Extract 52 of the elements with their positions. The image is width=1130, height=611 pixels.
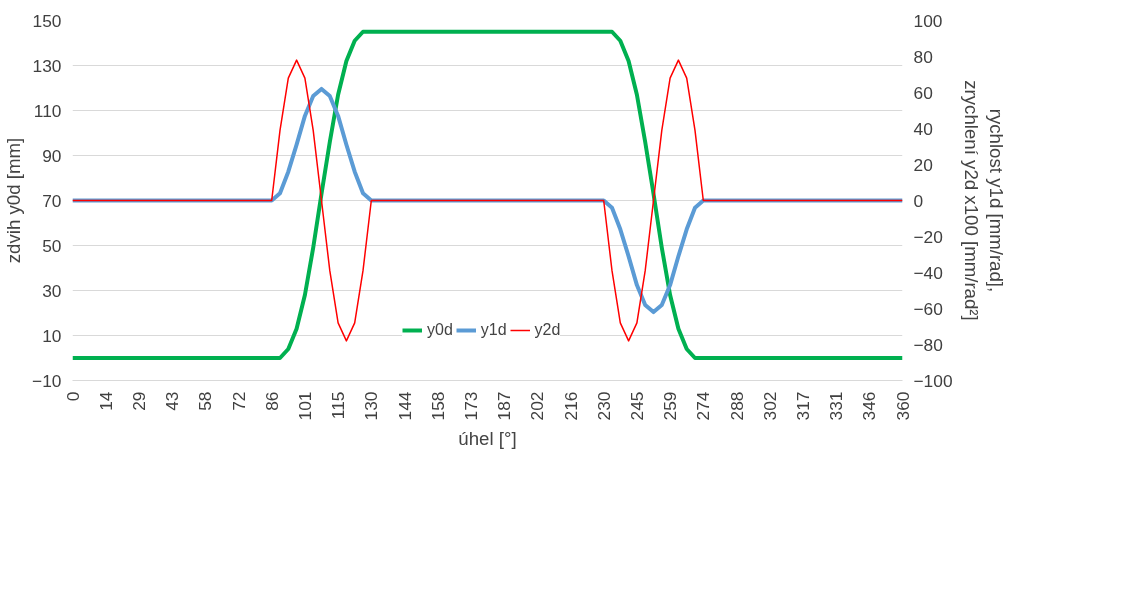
y2-tick-label: 40 [913,118,933,139]
x-tick-label: 288 [726,391,747,421]
legend-label: y2d [534,321,561,339]
y-tick-label: 150 [32,10,62,31]
y2-tick-label: −80 [913,334,943,355]
y-axis-title: zdvih y0d [mm] [3,137,25,264]
x-tick-label: 245 [626,391,647,421]
y-tick-label: 30 [42,280,62,301]
x-axis-title: úhel [°] [458,428,517,450]
y-tick-label: −10 [32,370,62,391]
x-tick-label: 216 [560,391,581,421]
x-tick-label: 274 [693,391,714,421]
y2-axis-title: rychlost y1d [mm/rad], zrychlení y2d x100 [mm/rad²] [960,80,1007,321]
x-tick-label: 130 [361,391,382,421]
x-tick-label: 72 [228,391,249,411]
x-tick-label: 346 [859,391,880,421]
y2-tick-label: −100 [913,370,953,391]
y-tick-label: 110 [33,100,62,121]
y-tick-label: 50 [42,235,62,256]
x-tick-label: 158 [427,391,448,421]
x-tick-label: 115 [328,391,349,420]
y-tick-label: 10 [42,325,62,346]
x-tick-label: 29 [128,391,149,411]
x-tick-label: 173 [460,391,481,421]
y-tick-label: 130 [32,55,62,76]
legend-label: y1d [480,321,507,339]
y2-tick-label: 100 [913,10,943,31]
x-tick-label: 202 [527,391,548,421]
x-tick-label: 0 [62,391,83,402]
x-tick-label: 86 [261,391,282,411]
x-tick-label: 360 [892,391,913,421]
x-tick-label: 43 [162,391,183,411]
x-tick-label: 101 [294,391,315,421]
x-tick-label: 230 [593,391,614,421]
x-tick-label: 317 [792,391,813,421]
y-tick-label: 70 [42,190,62,211]
y2-tick-label: −60 [913,298,943,319]
legend-label: y0d [427,321,453,339]
y2-tick-label: 80 [913,46,933,67]
y2-tick-label: 0 [913,190,924,211]
y-tick-label: 90 [42,145,62,166]
y2-tick-label: −40 [913,262,943,283]
x-tick-label: 331 [826,391,847,421]
x-tick-label: 14 [95,391,116,411]
y2-tick-label: 20 [913,154,933,175]
y2-tick-label: 60 [913,82,933,103]
x-tick-label: 259 [660,391,681,421]
x-tick-label: 187 [494,391,515,421]
x-tick-label: 144 [394,391,415,421]
y2-tick-label: −20 [913,226,943,247]
x-tick-label: 58 [195,391,216,411]
x-tick-label: 302 [759,391,780,421]
